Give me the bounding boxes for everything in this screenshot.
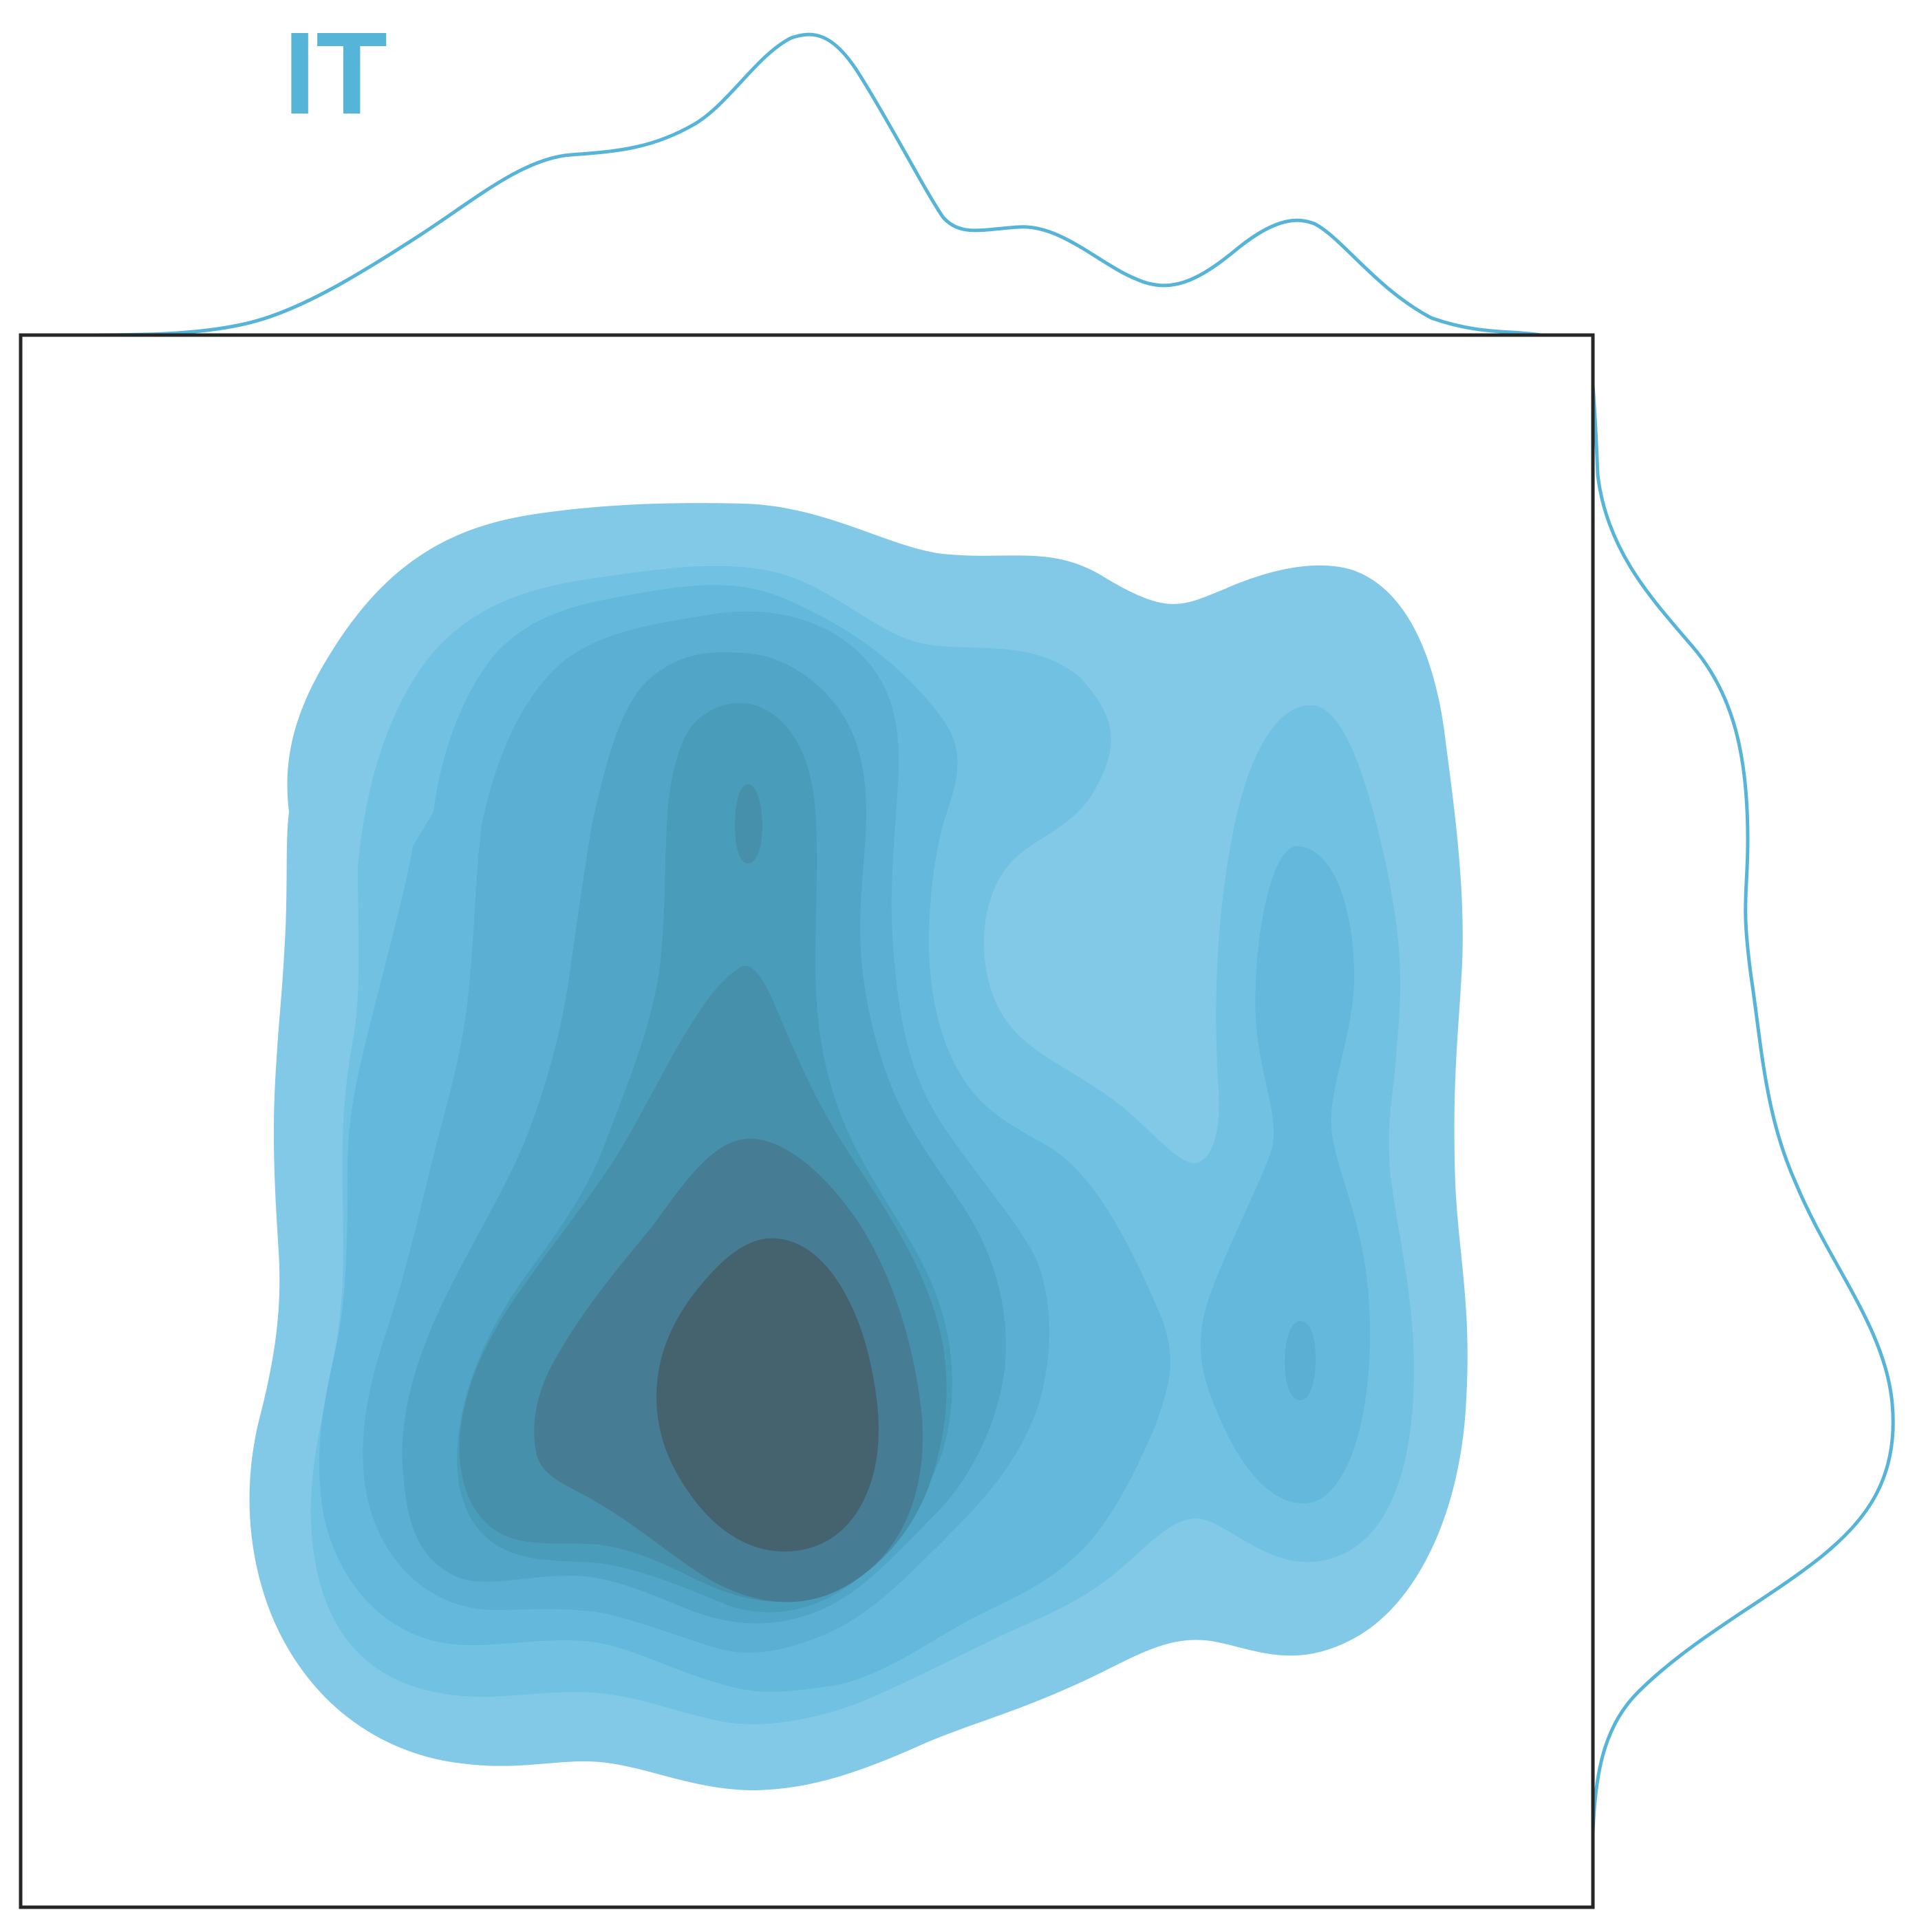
marginal-x-density-line: [72, 32, 1541, 337]
kde-contour-group: [249, 503, 1468, 1791]
kde-contour-level-7b: [735, 784, 762, 863]
kde-contour-level-9: [656, 1238, 879, 1552]
kde-contour-level-4b: [1285, 1321, 1316, 1400]
marginal-y-density-line: [1591, 385, 1895, 1834]
kde-contour-level-3b: [1200, 846, 1371, 1503]
joint-axes-frame: [19, 333, 1595, 1909]
chart-title: IT: [283, 8, 387, 139]
